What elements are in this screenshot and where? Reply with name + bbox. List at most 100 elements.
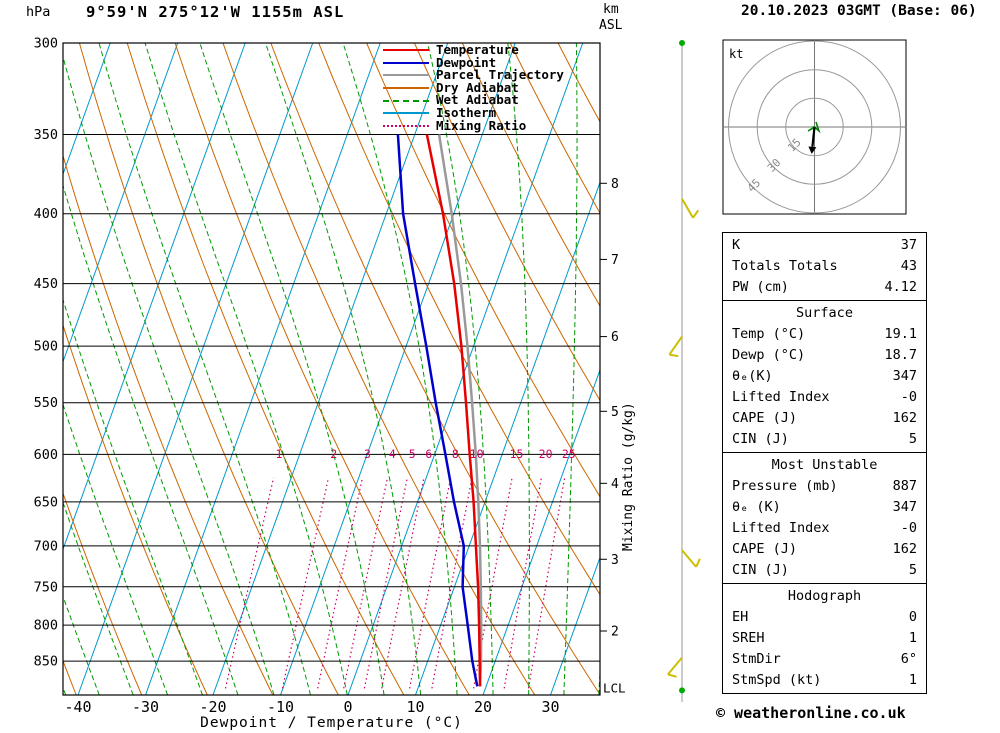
stat-value: 347 [892,368,917,384]
indices-panel: K 37 Totals Totals 43 PW (cm) 4.12 [722,232,927,301]
stat-label: Lifted Index [732,520,830,536]
svg-text:500: 500 [34,339,58,355]
legend-line-sample [383,74,429,77]
legend-line-sample [383,87,429,90]
stat-label: CIN (J) [732,562,789,578]
svg-text:1: 1 [276,447,283,461]
legend-label: Parcel Trajectory [436,67,564,83]
svg-text:0: 0 [343,698,352,716]
stat-row: Lifted Index -0 [723,387,926,408]
stat-value: 4.12 [884,279,917,295]
svg-text:20: 20 [474,698,492,716]
svg-text:5: 5 [409,447,416,461]
hodograph-ring [728,40,901,214]
stat-value: 162 [892,410,917,426]
surface-panel: Surface Temp (°C) 19.1 Dewp (°C) 18.7 θₑ(K) 34… [722,300,927,453]
stat-row: CAPE (J) 162 [723,408,926,429]
legend-line-sample [383,49,429,52]
stat-row: Dewp (°C) 18.7 [723,345,926,366]
legend-label: Dewpoint [436,54,497,70]
svg-text:6: 6 [611,330,619,345]
hodograph-ring [756,69,873,185]
stat-label: StmDir [732,651,781,667]
wind-barb [681,549,697,568]
svg-text:20: 20 [539,447,553,461]
temperature-tick-labels: -40 -30 -20 -10 0 10 20 30 [64,698,559,716]
legend-line-sample [383,99,429,102]
svg-text:2: 2 [611,625,619,640]
svg-text:550: 550 [34,395,58,411]
svg-text:650: 650 [34,494,58,510]
hodograph-unit-label: kt [729,47,743,61]
pressure-tick-labels: 300 350 400 450 500 550 600 650 700 750 800 850 [34,36,58,670]
stat-row: SREH 1 [723,628,926,649]
svg-text:-20: -20 [199,698,226,716]
svg-text:10: 10 [406,698,424,716]
storm-motion-arrowhead [808,146,817,154]
most-unstable-panel: Most Unstable Pressure (mb) 887 θₑ (K) 347 Li… [722,452,927,584]
svg-text:8: 8 [611,177,619,192]
legend-item: Temperature [383,42,564,57]
km-axis-unit-asl: ASL [599,18,623,33]
legend-label: Isotherm [436,104,497,120]
stat-label: K [732,237,741,253]
stat-label: θₑ (K) [732,499,781,515]
panel-title: Hodograph [787,588,862,604]
svg-text:8: 8 [452,447,459,461]
legend-label: Temperature [436,42,519,57]
stat-row: θₑ (K) 347 [723,497,926,518]
stat-value: 18.7 [884,347,917,363]
run-title: 20.10.2023 03GMT (Base: 06) [741,3,977,19]
stat-label: CAPE (J) [732,410,798,426]
mixing-ratio-labels: 1 2 3 4 5 6 8 10 15 20 25 [276,447,576,461]
svg-text:30: 30 [541,698,559,716]
legend-item: Dewpoint [383,54,564,70]
stat-row: StmDir 6° [723,649,926,670]
wind-barb [681,198,694,219]
hodograph-ring-label: 45 [745,176,764,195]
isotherm-lines [63,43,600,695]
stat-label: StmSpd (kt) [732,672,822,688]
calm-wind-dot [679,687,685,694]
svg-text:750: 750 [34,579,58,595]
wind-barb [667,656,683,676]
stat-row: StmSpd (kt) 1 [723,670,926,691]
stat-row: CAPE (J) 162 [723,539,926,560]
stat-value: 0 [908,609,917,625]
stat-label: CIN (J) [732,431,789,447]
stat-row: K 37 [723,235,926,256]
hodograph-panel: Hodograph EH 0 SREH 1 StmDir 6° StmSpd (kt) 1 [722,583,927,694]
stat-value: 5 [908,431,917,447]
legend-line-sample [383,61,429,64]
svg-text:-40: -40 [64,698,91,716]
svg-text:15: 15 [510,447,524,461]
legend-item: Isotherm [383,104,564,120]
legend-item: Dry Adiabat [383,81,564,95]
dewpoint-curve [396,134,479,687]
stat-row: EH 0 [723,607,926,628]
wind-barb-tick [692,209,700,219]
wind-barb-tick [669,353,679,358]
stat-row: Temp (°C) 19.1 [723,324,926,345]
svg-text:-10: -10 [267,698,294,716]
stat-row: Pressure (mb) 887 [723,476,926,497]
stat-value: 5 [908,562,917,578]
legend-line-sample [383,112,429,115]
stat-value: 162 [892,541,917,557]
svg-text:300: 300 [34,36,58,52]
calm-wind-dot [679,40,685,46]
km-axis: 2 3 4 5 6 7 8 LCL [600,177,626,695]
stats-panels: K 37 Totals Totals 43 PW (cm) 4.12 Surface Tem… [722,232,927,694]
stat-value: 43 [900,258,917,274]
panel-title: Surface [796,305,853,321]
legend-item: Mixing Ratio [383,119,564,133]
stat-value: 19.1 [884,326,917,342]
stat-row: CIN (J) 5 [723,560,926,581]
stat-label: θₑ(K) [732,368,773,384]
svg-text:6: 6 [425,447,432,461]
stat-value: 37 [900,237,917,253]
x-axis-title: Dewpoint / Temperature (°C) [200,715,463,731]
svg-text:800: 800 [34,618,58,634]
svg-text:-30: -30 [132,698,159,716]
